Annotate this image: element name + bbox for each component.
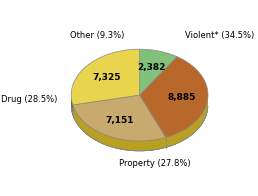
- Text: 8,885: 8,885: [168, 93, 196, 102]
- Polygon shape: [71, 95, 208, 151]
- Text: Other (9.3%): Other (9.3%): [70, 31, 125, 40]
- Polygon shape: [71, 98, 208, 151]
- Polygon shape: [73, 95, 166, 141]
- Polygon shape: [73, 96, 208, 151]
- Text: Violent* (34.5%): Violent* (34.5%): [186, 31, 255, 40]
- Polygon shape: [71, 95, 166, 151]
- Text: 2,382: 2,382: [138, 63, 166, 72]
- Text: 7,325: 7,325: [92, 73, 121, 82]
- Text: Property (27.8%): Property (27.8%): [119, 159, 190, 168]
- Text: 7,151: 7,151: [106, 116, 134, 125]
- Polygon shape: [140, 49, 177, 95]
- Polygon shape: [140, 57, 208, 137]
- Polygon shape: [71, 96, 208, 148]
- Text: Drug (28.5%): Drug (28.5%): [2, 95, 58, 104]
- Polygon shape: [71, 49, 140, 105]
